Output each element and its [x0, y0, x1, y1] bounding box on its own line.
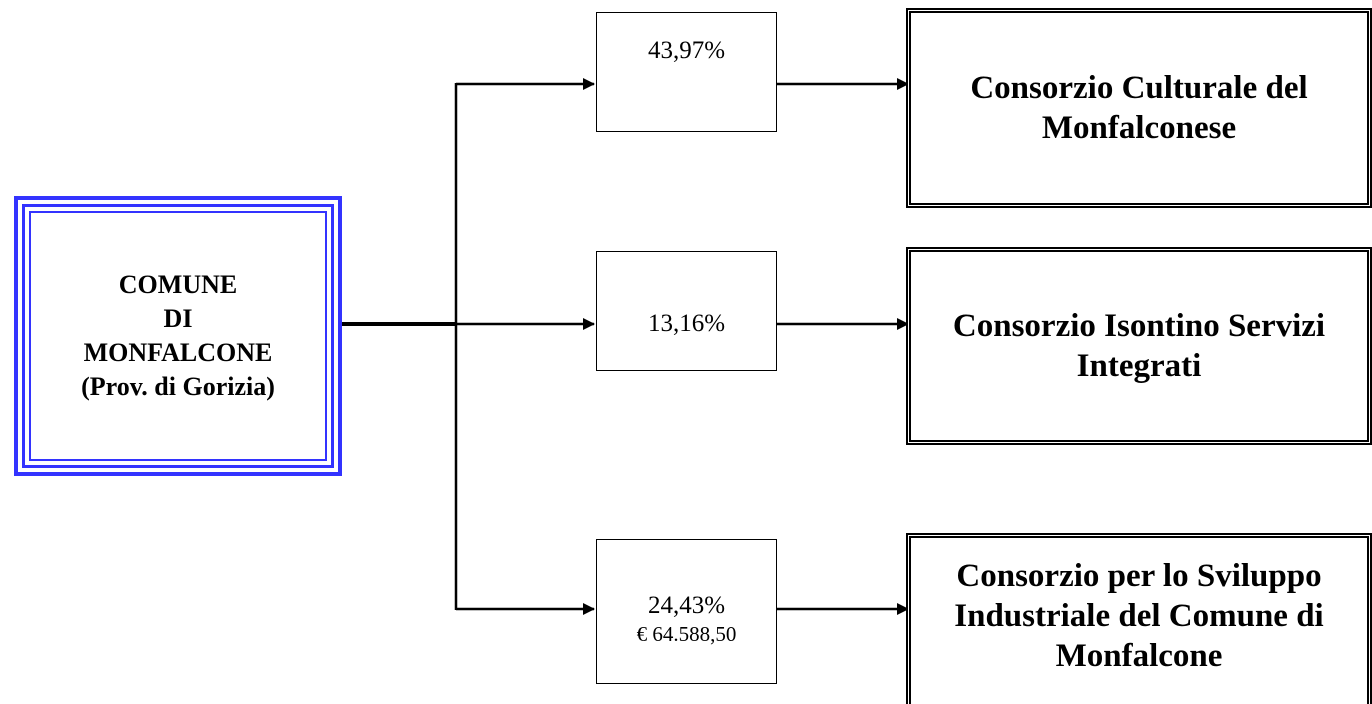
root-entity-content: COMUNE DI MONFALCONE (Prov. di Gorizia) [29, 211, 327, 461]
entity-name-3: Consorzio per lo Sviluppo Industriale de… [954, 558, 1324, 674]
entity-box-isontino: Consorzio Isontino Servizi Integrati [906, 247, 1372, 445]
root-line-3: MONFALCONE [83, 338, 273, 367]
share-percentage-1: 43,97% [647, 37, 726, 64]
root-line-1: COMUNE [118, 270, 238, 299]
share-box-2: 13,16% [596, 251, 777, 371]
root-line-2: DI [163, 304, 193, 333]
share-percentage-2: 13,16% [647, 310, 726, 337]
share-box-3: 24,43% € 64.588,50 [596, 539, 777, 684]
share-box-1: 43,97% [596, 12, 777, 132]
root-entity-box: COMUNE DI MONFALCONE (Prov. di Gorizia) [14, 196, 342, 476]
share-percentage-3: 24,43% [647, 592, 726, 619]
entity-box-culturale: Consorzio Culturale del Monfalconese [906, 8, 1372, 208]
root-entity-inner-border: COMUNE DI MONFALCONE (Prov. di Gorizia) [22, 204, 334, 468]
entity-name-2: Consorzio Isontino Servizi Integrati [952, 308, 1326, 384]
entity-box-sviluppo: Consorzio per lo Sviluppo Industriale de… [906, 533, 1372, 704]
share-amount-3: € 64.588,50 [636, 622, 737, 646]
entity-name-1: Consorzio Culturale del Monfalconese [970, 70, 1308, 146]
root-line-4: (Prov. di Gorizia) [81, 372, 275, 401]
